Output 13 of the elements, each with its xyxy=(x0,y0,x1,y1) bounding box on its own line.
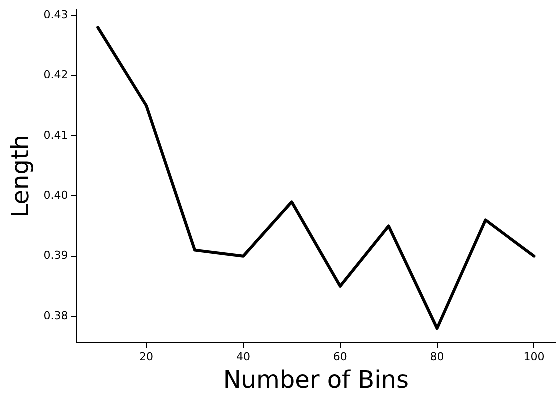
x-tick-label: 100 xyxy=(524,350,545,364)
x-tick-label: 60 xyxy=(333,350,348,364)
x-tick-label: 80 xyxy=(430,350,444,364)
y-tick-label: 0.39 xyxy=(44,249,68,262)
y-axis-title: Length xyxy=(6,134,35,218)
y-tick-label: 0.41 xyxy=(44,128,68,142)
y-tick-label: 0.43 xyxy=(44,8,68,22)
y-tick-label: 0.42 xyxy=(44,68,68,82)
y-tick-label: 0.40 xyxy=(44,189,68,202)
x-tick-label: 20 xyxy=(140,350,154,364)
y-tick-label: 0.38 xyxy=(44,309,68,322)
x-tick-label: 40 xyxy=(236,350,250,364)
x-axis-title: Number of Bins xyxy=(223,366,409,394)
